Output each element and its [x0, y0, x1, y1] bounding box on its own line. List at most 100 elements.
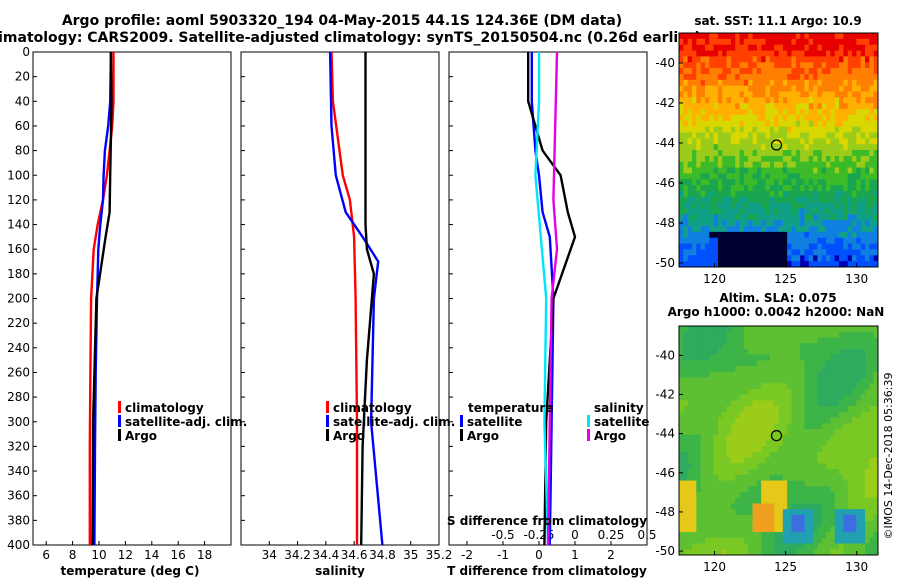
map-cell [843, 91, 849, 98]
map-cell [726, 549, 732, 556]
map-cell [821, 469, 827, 476]
map-cell [865, 446, 870, 453]
map-cell [856, 161, 862, 168]
map-cell [774, 526, 779, 533]
map-cell [700, 406, 706, 413]
map-cell [778, 114, 784, 122]
map-cell [813, 497, 818, 504]
map-cell [873, 360, 879, 367]
map-cell [739, 549, 745, 556]
map-cell [860, 220, 866, 227]
map-cell [813, 348, 818, 356]
map-cell [687, 406, 693, 413]
map-cell [717, 406, 723, 413]
map-cell [709, 343, 715, 350]
map-cell [683, 220, 689, 227]
map-cell [782, 503, 788, 510]
map-cell [800, 243, 805, 250]
map-cell [782, 537, 788, 544]
map-cell [691, 343, 697, 350]
map-cell [735, 109, 740, 116]
map-cell [717, 326, 723, 333]
map-cell [821, 480, 827, 487]
map-cell [769, 56, 775, 63]
map-cell [791, 243, 797, 250]
map-cell [817, 549, 823, 556]
map-cell [735, 537, 740, 544]
map-cell [726, 79, 732, 87]
map-cell [713, 492, 719, 499]
map-cell [726, 469, 732, 476]
map-cell [709, 474, 715, 481]
map-cell [713, 394, 719, 401]
temperature-panel [32, 51, 232, 546]
map-cell [826, 337, 831, 344]
difference-legend: temperature satellite Argo salinity sate… [460, 401, 649, 443]
map-cell [761, 202, 766, 209]
map-cell [752, 56, 758, 63]
map-cell [795, 337, 801, 344]
map-cell [748, 497, 753, 504]
map-cell [860, 348, 866, 356]
map-cell [748, 348, 753, 356]
map-cell [687, 343, 693, 350]
map-cell [834, 138, 840, 145]
map-cell [873, 423, 879, 430]
map-cell [813, 406, 818, 413]
map-cell [691, 388, 697, 396]
map-cell [769, 62, 775, 69]
map-cell [778, 492, 784, 499]
map-cell [765, 360, 771, 367]
map-cell [856, 150, 862, 157]
map-cell [795, 38, 801, 46]
map-cell [782, 155, 788, 163]
map-cell [865, 543, 870, 550]
map-cell [717, 44, 723, 51]
map-cell [860, 371, 866, 378]
map-cell [709, 132, 715, 139]
map-cell [795, 423, 801, 430]
map-cell [852, 326, 857, 333]
map-cell [826, 446, 831, 453]
map-cell [756, 114, 762, 122]
map-cell [830, 469, 836, 476]
map-cell [691, 85, 697, 92]
map-cell [683, 532, 689, 539]
map-cell [800, 138, 805, 145]
map-cell [852, 167, 857, 174]
map-cell [704, 354, 710, 361]
map-cell [752, 394, 758, 401]
map-cell [778, 326, 784, 333]
map-cell [756, 202, 762, 209]
map-cell [791, 371, 797, 378]
map-cell [691, 50, 697, 57]
map-cell [735, 220, 740, 227]
map-cell [852, 503, 857, 510]
map-cell [813, 185, 818, 192]
map-cell [804, 388, 810, 396]
map-cell [787, 103, 792, 110]
map-cell [765, 446, 771, 453]
map-cell [839, 394, 844, 401]
map-cell [860, 132, 866, 139]
map-cell [730, 255, 736, 262]
map-cell [739, 394, 745, 401]
map-cell [774, 150, 779, 157]
map-cell [683, 406, 689, 413]
map-cell [856, 62, 862, 69]
map-cell [743, 423, 749, 430]
map-cell [704, 173, 710, 180]
map-cell [869, 543, 875, 550]
map-cell [717, 38, 723, 46]
map-cell [804, 226, 810, 233]
map-cell [730, 79, 736, 87]
map-cell [683, 537, 689, 544]
map-cell [843, 120, 849, 127]
map-cell [704, 423, 710, 430]
map-cell [826, 520, 831, 527]
map-cell [813, 179, 818, 186]
map-cell [679, 343, 684, 350]
map-cell [791, 155, 797, 163]
map-cell [730, 503, 736, 510]
map-cell [795, 360, 801, 367]
